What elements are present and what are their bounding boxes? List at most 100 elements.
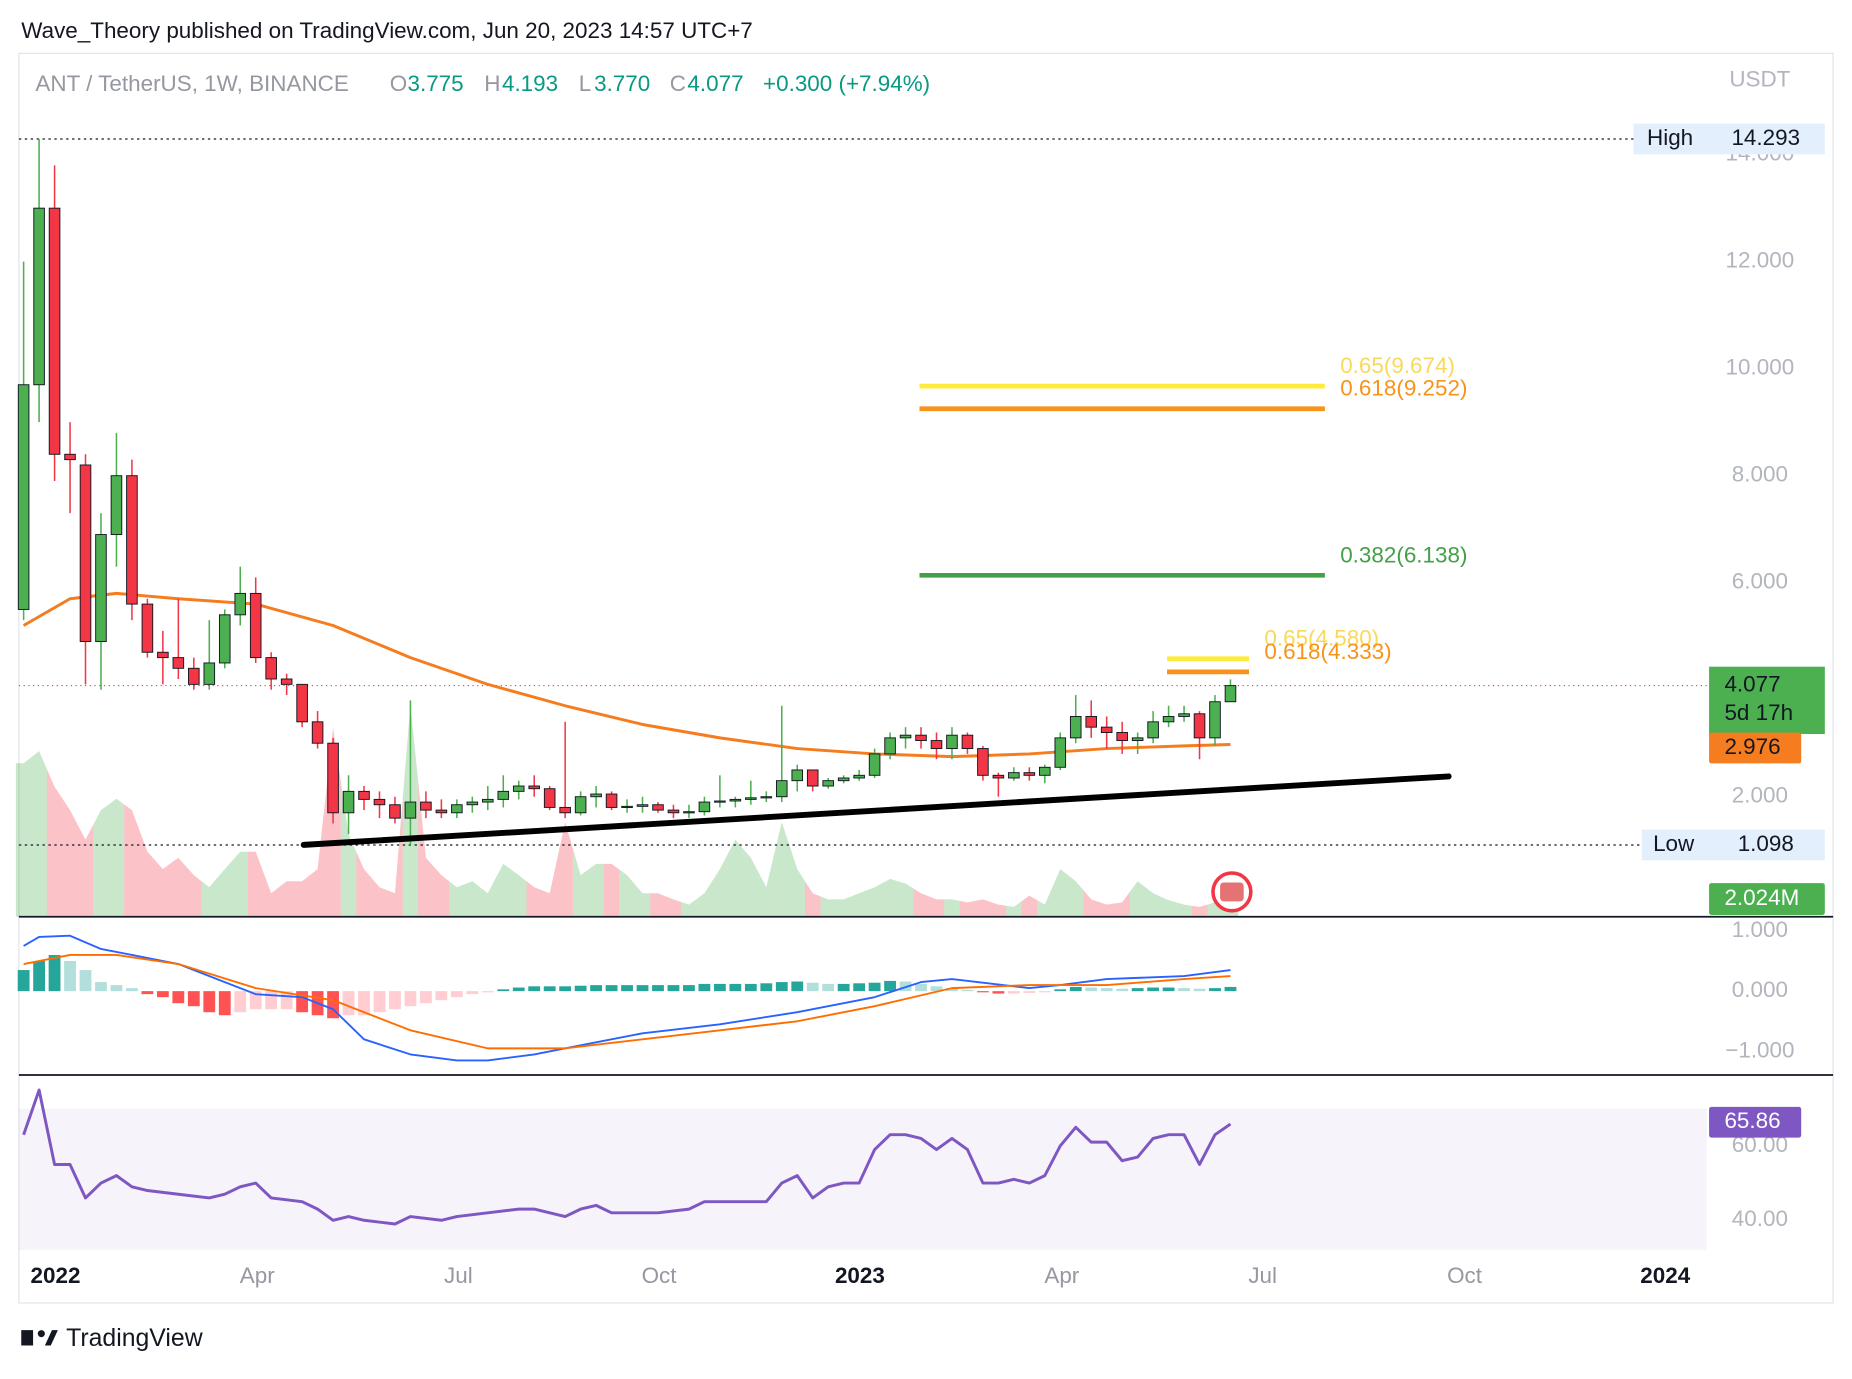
- volume-value-box: [1709, 883, 1825, 915]
- macd-histogram: [1023, 991, 1036, 993]
- macd-histogram: [667, 985, 680, 992]
- macd-histogram: [729, 983, 742, 992]
- footer: TradingView: [66, 1325, 203, 1352]
- macd-histogram: [806, 982, 819, 992]
- chart-frame: [18, 52, 1834, 1304]
- candle-body: [930, 740, 943, 750]
- low-box: [1641, 829, 1825, 861]
- macd-histogram: [187, 991, 200, 1007]
- macd-histogram: [48, 954, 61, 992]
- candle-body: [899, 734, 912, 739]
- legend-value: 3.775: [407, 71, 463, 96]
- volume-area: [294, 875, 310, 917]
- volume-area: [696, 881, 713, 917]
- low-value: 1.098: [1738, 831, 1794, 856]
- volume-area: [124, 804, 140, 917]
- macd-histogram: [977, 991, 989, 993]
- fib-label: 0.618(4.333): [1264, 639, 1391, 664]
- macd-histogram: [1054, 989, 1067, 992]
- x-tick-label: Apr: [240, 1263, 275, 1288]
- volume-area: [665, 896, 682, 917]
- volume-area: [743, 848, 759, 917]
- candle-body: [1100, 726, 1113, 733]
- volume-area: [557, 822, 573, 917]
- rsi-band: [18, 1108, 1707, 1250]
- volume-area: [1098, 901, 1115, 917]
- volume-area: [588, 863, 604, 917]
- candle-body: [420, 801, 432, 811]
- macd-histogram: [744, 983, 757, 992]
- candle-body: [466, 801, 479, 806]
- macd-histogram: [156, 991, 169, 998]
- volume-area: [866, 883, 883, 917]
- macd-histogram: [791, 981, 804, 992]
- candle-body: [884, 737, 896, 755]
- last-price: 4.077: [1724, 672, 1780, 697]
- macd-histogram: [543, 986, 556, 992]
- legend-key: C: [670, 71, 686, 96]
- candle-body: [1224, 685, 1237, 703]
- candle-body: [218, 614, 231, 664]
- x-tick-label: Oct: [642, 1263, 678, 1288]
- volume-area: [108, 798, 125, 917]
- volume-area: [758, 854, 775, 917]
- candle-body: [512, 785, 525, 792]
- header: Wave_Theory published on TradingView.com…: [21, 18, 753, 43]
- volume-area: [170, 857, 187, 917]
- candle-body: [775, 780, 788, 798]
- volume-area: [1160, 896, 1177, 917]
- candle-body: [667, 809, 680, 814]
- candle-body: [868, 753, 881, 776]
- candle-body: [1178, 713, 1190, 717]
- macd-histogram: [915, 983, 927, 992]
- candle-body: [358, 790, 370, 800]
- legend-change: +0.300 (+7.94%): [763, 71, 930, 96]
- volume-area: [928, 896, 945, 917]
- volume-area: [1052, 869, 1069, 917]
- volume-area: [1114, 891, 1130, 917]
- volume-value: 2.024M: [1724, 885, 1799, 910]
- volume-area: [1068, 875, 1084, 917]
- rsi-tick-label: 40.00: [1732, 1206, 1788, 1231]
- candle-body: [249, 592, 262, 659]
- candle-body: [110, 475, 123, 536]
- candle-body: [1069, 715, 1082, 739]
- candle-body: [791, 769, 804, 782]
- candle-body: [64, 453, 76, 461]
- volume-area: [882, 878, 898, 917]
- volume-area: [1037, 886, 1053, 917]
- volume-area: [247, 851, 264, 917]
- macd-histogram: [992, 991, 1005, 994]
- candle-body: [605, 793, 618, 808]
- x-tick-label: 2024: [1640, 1263, 1690, 1288]
- macd-tick-label: 0.000: [1732, 977, 1788, 1002]
- volume-area: [217, 860, 233, 917]
- volume-area: [774, 822, 790, 917]
- macd-histogram: [497, 989, 510, 992]
- macd-histogram: [1209, 988, 1221, 992]
- volume-area: [15, 757, 32, 917]
- candle-body: [435, 809, 448, 814]
- macd-histogram: [837, 983, 850, 992]
- candle-body: [621, 805, 633, 809]
- candle-body: [559, 806, 571, 814]
- macd-histogram: [17, 970, 30, 992]
- candle-body: [714, 800, 726, 803]
- macd-histogram: [713, 983, 726, 992]
- legend-value: 4.193: [502, 71, 558, 96]
- candle-body: [342, 790, 355, 814]
- macd-histogram: [79, 970, 92, 992]
- macd-line: [23, 934, 1231, 1062]
- macd-histogram: [373, 991, 386, 1013]
- macd-histogram: [1007, 991, 1020, 994]
- volume-area: [155, 860, 171, 917]
- candle-body: [745, 797, 757, 800]
- volume-area: [201, 878, 218, 917]
- last-price-box: [1709, 666, 1825, 735]
- macd-histogram: [172, 991, 185, 1004]
- macd-histogram: [946, 988, 958, 992]
- candle-body: [1023, 772, 1036, 776]
- macd-histogram: [481, 991, 494, 993]
